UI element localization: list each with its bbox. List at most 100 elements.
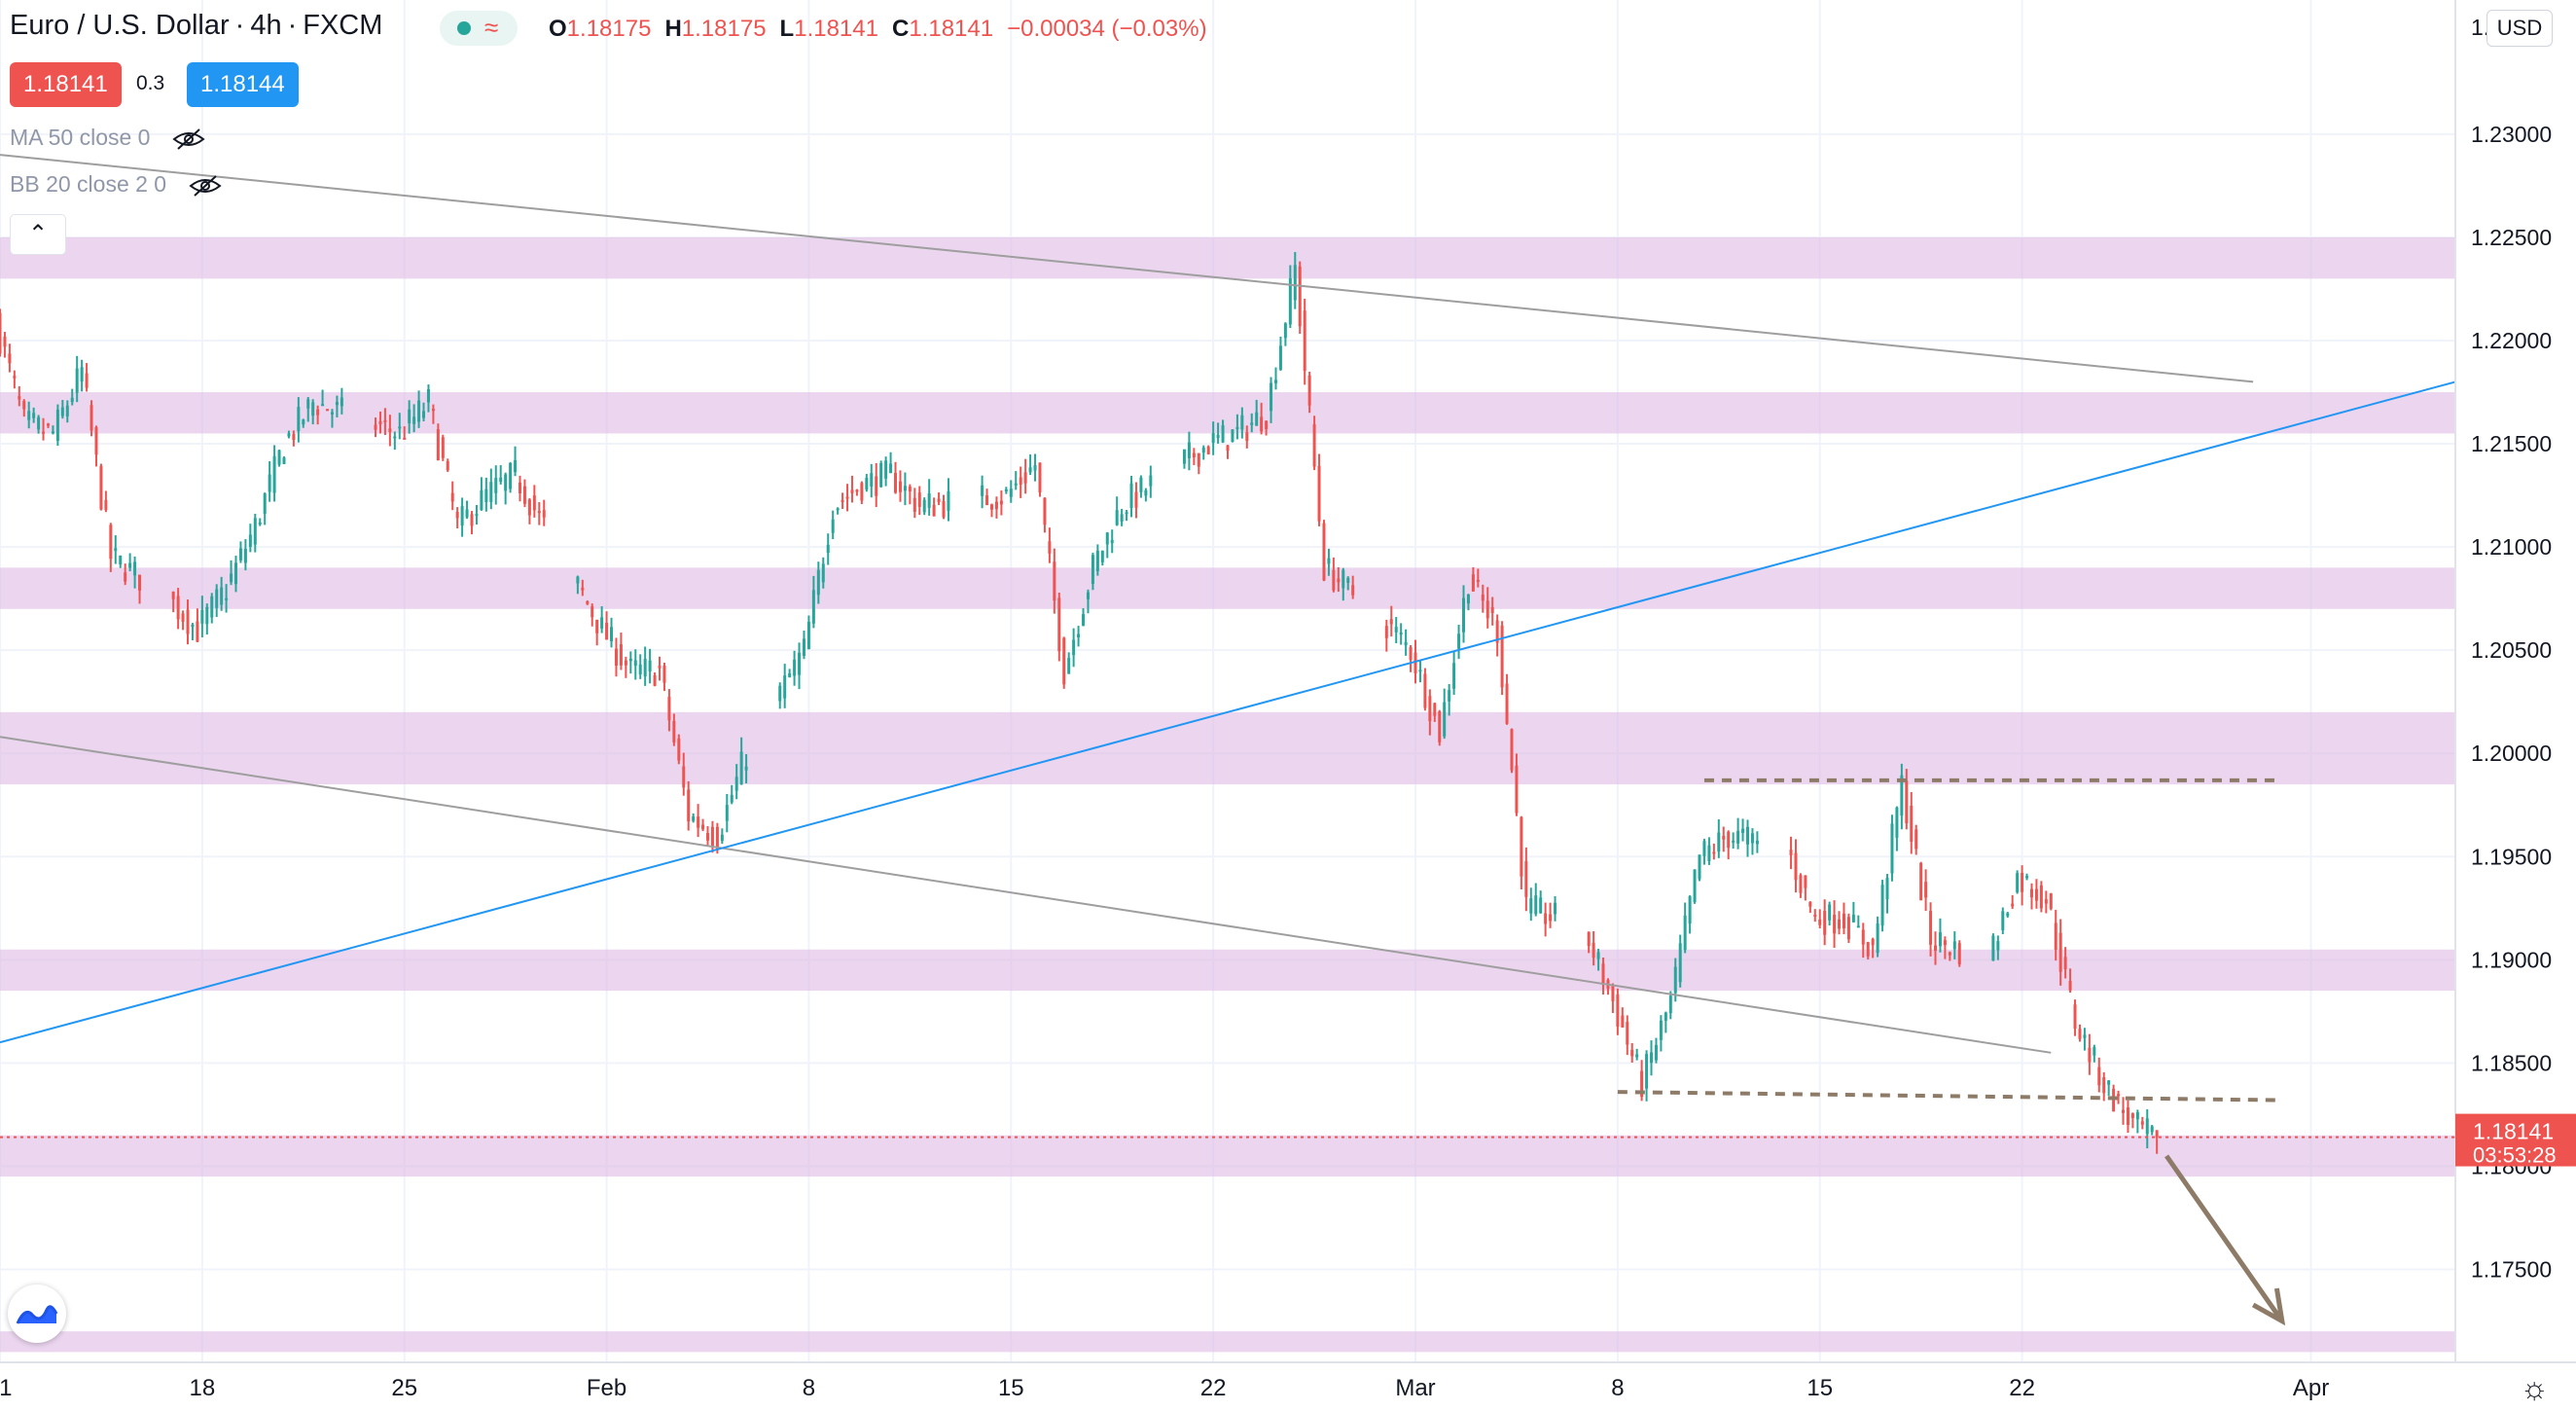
- candle-up: [1717, 832, 1721, 852]
- resistance-zone[interactable]: [0, 567, 2455, 609]
- last-price-tag[interactable]: [2455, 1113, 2576, 1167]
- candle-up: [287, 433, 291, 437]
- neckline-level[interactable]: [1617, 1090, 2282, 1103]
- interval-label[interactable]: 4h: [250, 10, 282, 41]
- candle-up: [1235, 426, 1239, 429]
- candle-up: [1745, 826, 1749, 845]
- candle-up: [499, 477, 503, 483]
- downtrend-channel-lower[interactable]: [0, 736, 2052, 1054]
- candle-up: [465, 509, 469, 518]
- candle-up: [60, 407, 64, 416]
- candle-up: [1250, 422, 1254, 425]
- candle-up: [725, 805, 729, 821]
- buy-button[interactable]: 1.18144: [187, 62, 299, 107]
- sell-button[interactable]: 1.18141: [10, 62, 122, 107]
- candle-down: [18, 396, 21, 400]
- candle-up: [1129, 483, 1133, 509]
- resistance-zone[interactable]: [0, 236, 2455, 279]
- candle-down: [1621, 1015, 1625, 1028]
- candle-up: [1270, 382, 1273, 412]
- eye-crossed-icon[interactable]: [172, 127, 205, 151]
- candle-up: [1698, 854, 1701, 880]
- candle-up: [1673, 966, 1677, 994]
- candle-up: [836, 508, 840, 511]
- candle-down: [1727, 831, 1731, 849]
- candle-up: [297, 407, 301, 432]
- candle-up: [1650, 1052, 1654, 1064]
- candle-up: [238, 548, 242, 561]
- y-tick-label: 1.21000: [2471, 534, 2552, 560]
- candle-up: [1255, 412, 1259, 426]
- candle-up: [2006, 913, 2010, 917]
- candle-up: [811, 590, 815, 624]
- market-status-pill[interactable]: ≈: [440, 11, 518, 46]
- candle-up: [884, 460, 888, 479]
- eye-crossed-icon[interactable]: [188, 174, 222, 198]
- x-tick-label: 25: [391, 1375, 417, 1401]
- candle-down: [104, 499, 108, 511]
- candle-up: [514, 459, 518, 473]
- candle-down: [89, 405, 93, 431]
- high-label: H: [664, 16, 682, 42]
- candle-up: [1654, 1044, 1658, 1061]
- candle-up: [1448, 690, 1451, 702]
- y-tick-label: 1.23000: [2471, 122, 2552, 147]
- candle-up: [793, 659, 797, 676]
- candle-down: [595, 619, 599, 633]
- projection-arrow-shaft[interactable]: [2165, 1154, 2284, 1323]
- candle-up: [1072, 639, 1076, 656]
- resistance-zone[interactable]: [0, 711, 2455, 785]
- candle-up: [1105, 532, 1109, 545]
- candle-up: [1110, 539, 1114, 544]
- candle-down: [942, 501, 946, 518]
- x-tick-label: Apr: [2293, 1375, 2329, 1401]
- projection-arrow-head[interactable]: [2251, 1287, 2286, 1326]
- chart-settings-gear-icon[interactable]: ☼: [2520, 1370, 2549, 1405]
- candle-up: [1900, 775, 1904, 816]
- candle-up: [2001, 911, 2005, 931]
- candle-up: [1880, 885, 1884, 926]
- candle-up: [2016, 873, 2020, 892]
- candle-up: [1346, 577, 1350, 583]
- candle-up: [234, 562, 238, 585]
- candle-up: [1443, 702, 1447, 737]
- candle-down: [2044, 899, 2048, 904]
- candle-down: [292, 434, 296, 441]
- candle-down: [2078, 1029, 2082, 1039]
- candle-down: [1924, 882, 1928, 898]
- candle-up: [1452, 663, 1456, 689]
- resistance-zone[interactable]: [0, 1135, 2455, 1177]
- candle-down: [672, 720, 676, 743]
- candle-down: [436, 429, 440, 460]
- candle-up: [1288, 278, 1292, 325]
- candle-down: [1929, 911, 1933, 945]
- symbol-name[interactable]: Euro / U.S. Dollar: [10, 10, 230, 41]
- candle-down: [2130, 1113, 2134, 1118]
- candle-down: [2063, 957, 2067, 969]
- candle-up: [1707, 845, 1711, 861]
- candle-up: [119, 555, 123, 565]
- candle-down: [388, 428, 392, 433]
- candle-down: [1510, 729, 1514, 771]
- y-tick-label: 1.20500: [2471, 637, 2552, 663]
- candle-up: [1187, 442, 1191, 458]
- candle-down: [1495, 620, 1499, 643]
- uptrend-line[interactable]: [0, 380, 2456, 1044]
- candle-down: [1914, 829, 1918, 850]
- candle-down: [446, 460, 449, 471]
- candle-up: [922, 499, 926, 513]
- resistance-zone[interactable]: [0, 1331, 2455, 1353]
- candle-up: [633, 660, 637, 667]
- downtrend-channel-upper[interactable]: [0, 154, 2254, 383]
- currency-selector[interactable]: USD: [2487, 10, 2553, 47]
- tradingview-logo-icon[interactable]: [8, 1284, 66, 1343]
- resistance-zone[interactable]: [0, 392, 2455, 434]
- candle-up: [692, 816, 696, 821]
- candle-up: [1327, 558, 1331, 564]
- indicator-ma[interactable]: MA 50 close 0: [10, 125, 205, 151]
- collapse-legend-button[interactable]: ⌃: [10, 214, 66, 255]
- indicator-bb[interactable]: BB 20 close 2 0: [10, 171, 222, 198]
- symbol-legend[interactable]: Euro / U.S. Dollar · 4h · FXCM: [10, 10, 383, 41]
- resistance-zone[interactable]: [0, 949, 2455, 992]
